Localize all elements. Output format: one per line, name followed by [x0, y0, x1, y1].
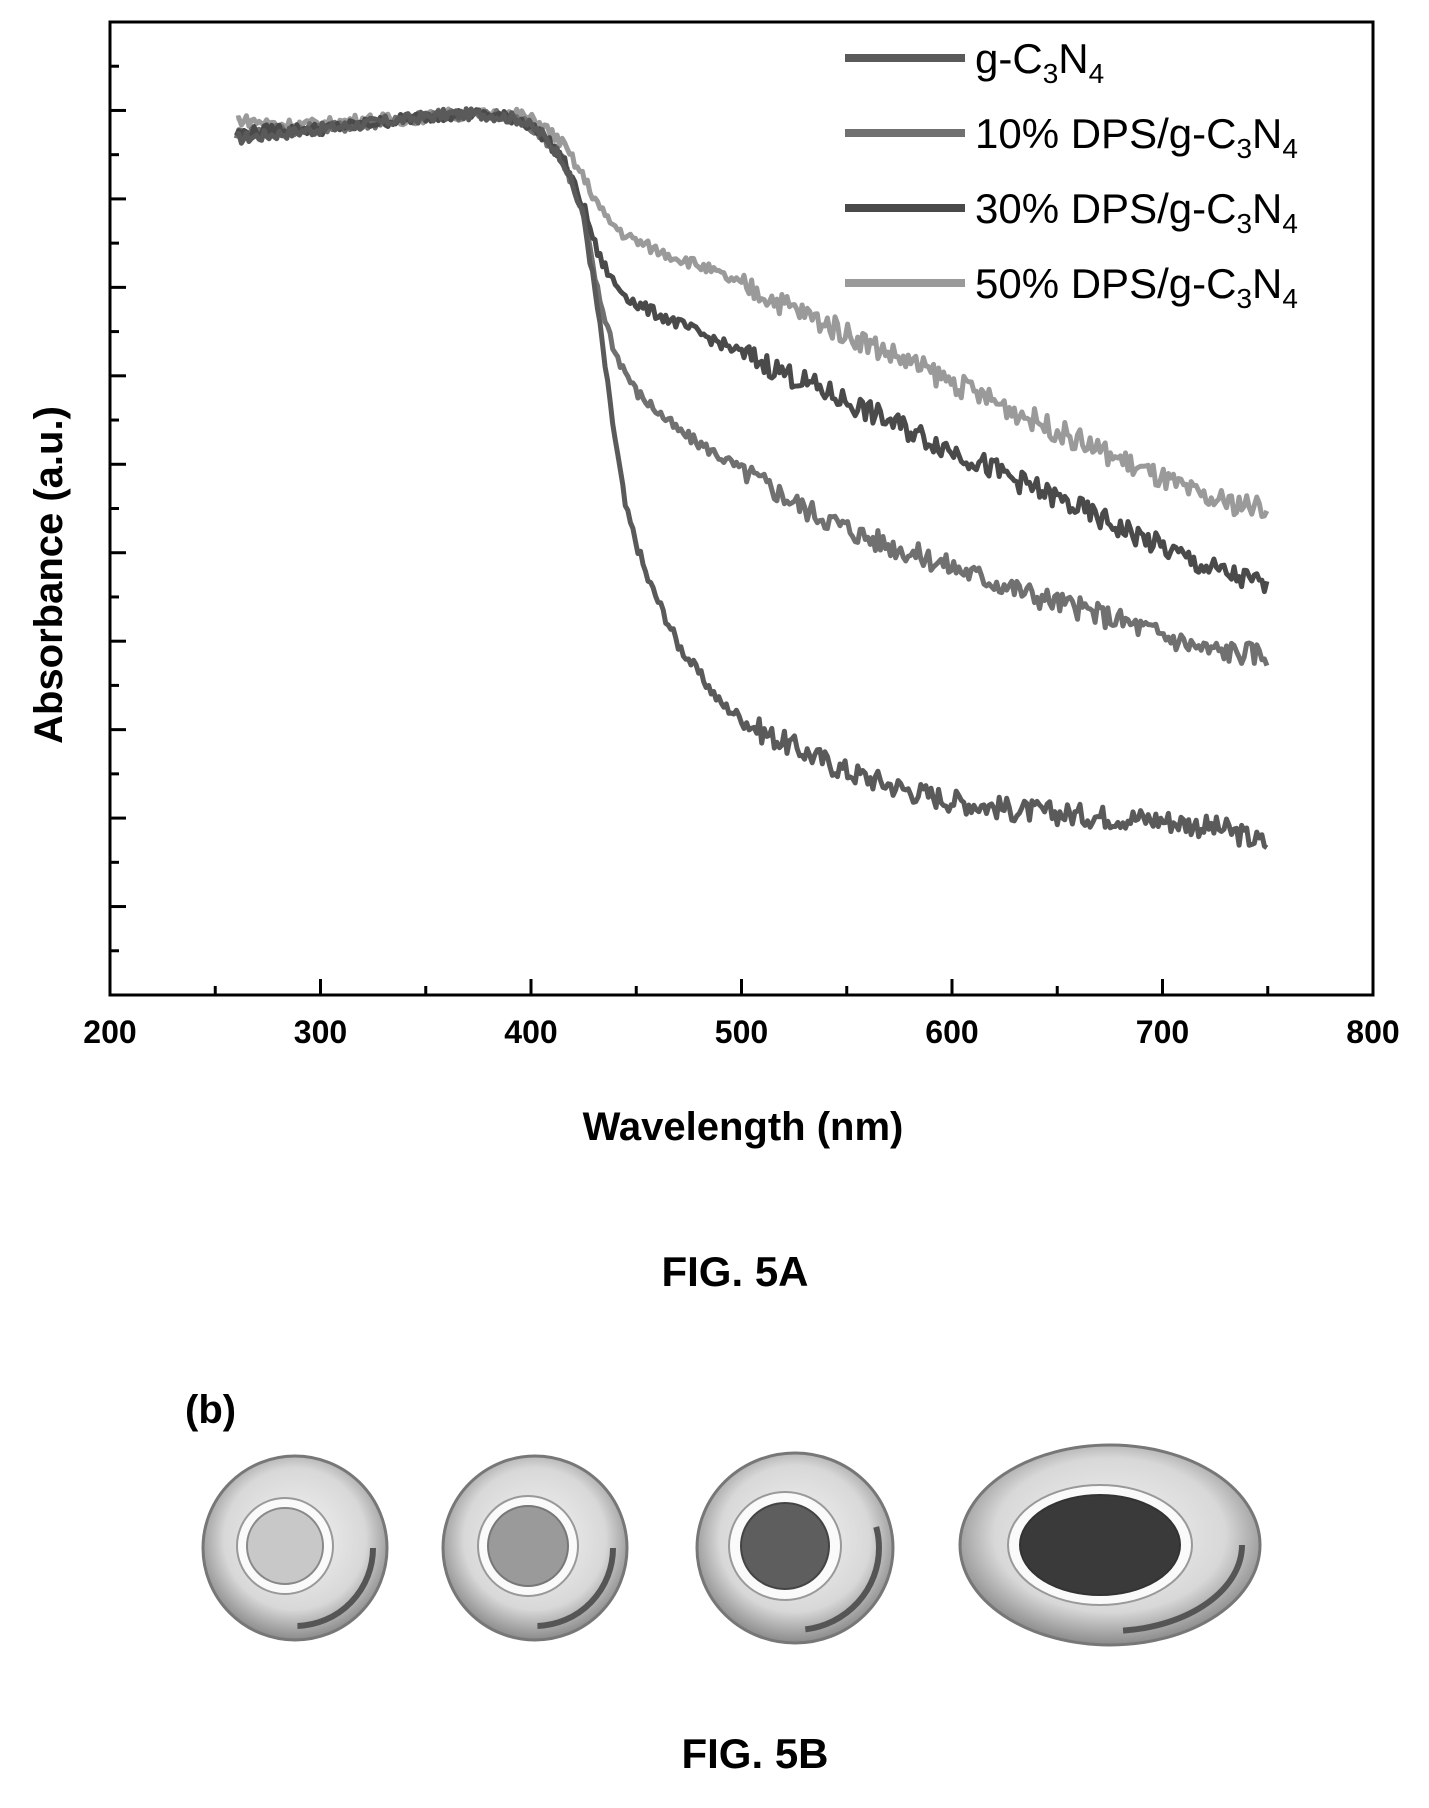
figure-caption-b: FIG. 5B [681, 1730, 829, 1777]
legend-entry: g-C3N4 [975, 35, 1104, 89]
legend-entry: 50% DPS/g-C3N4 [975, 260, 1298, 314]
series-line-3 [235, 106, 1270, 519]
series-lines [233, 106, 1270, 850]
sample-dish-50-dps [958, 1443, 1262, 1647]
x-axis-title: Wavelength (nm) [583, 1105, 904, 1149]
legend-entry: 30% DPS/g-C3N4 [975, 185, 1298, 239]
x-ticks: 200 300 400 500 600 700 800 [83, 979, 1400, 1050]
sample-dish-g-c3n4 [201, 1454, 389, 1642]
sample-dish-30-dps [695, 1451, 895, 1645]
x-tick-label: 600 [925, 1014, 978, 1050]
x-tick-label: 700 [1136, 1014, 1189, 1050]
sample-dishes-photo [201, 1443, 1262, 1647]
x-tick-label: 500 [715, 1014, 768, 1050]
legend-entry: 10% DPS/g-C3N4 [975, 110, 1298, 164]
legend: g-C3N4 10% DPS/g-C3N4 30% DPS/g-C3N4 50% DP… [845, 35, 1298, 314]
y-axis-title: Absorbance (a.u.) [27, 406, 71, 744]
plot-border [108, 20, 1375, 997]
series-line-0 [235, 106, 1269, 850]
panel-b-label: (b) [185, 1388, 237, 1432]
absorbance-chart: 200 300 400 500 600 700 800 g-C3N4 10% DPS/g-C3… [27, 20, 1400, 1149]
x-tick-label: 400 [504, 1014, 557, 1050]
figure-caption-a: FIG. 5A [661, 1248, 809, 1295]
x-tick-label: 200 [83, 1014, 136, 1050]
y-ticks [110, 20, 126, 953]
series-line-2 [234, 107, 1270, 595]
sample-dish-10-dps [441, 1454, 629, 1642]
plot-frame [108, 20, 1375, 997]
x-tick-label: 800 [1346, 1014, 1399, 1050]
x-tick-label: 300 [294, 1014, 347, 1050]
